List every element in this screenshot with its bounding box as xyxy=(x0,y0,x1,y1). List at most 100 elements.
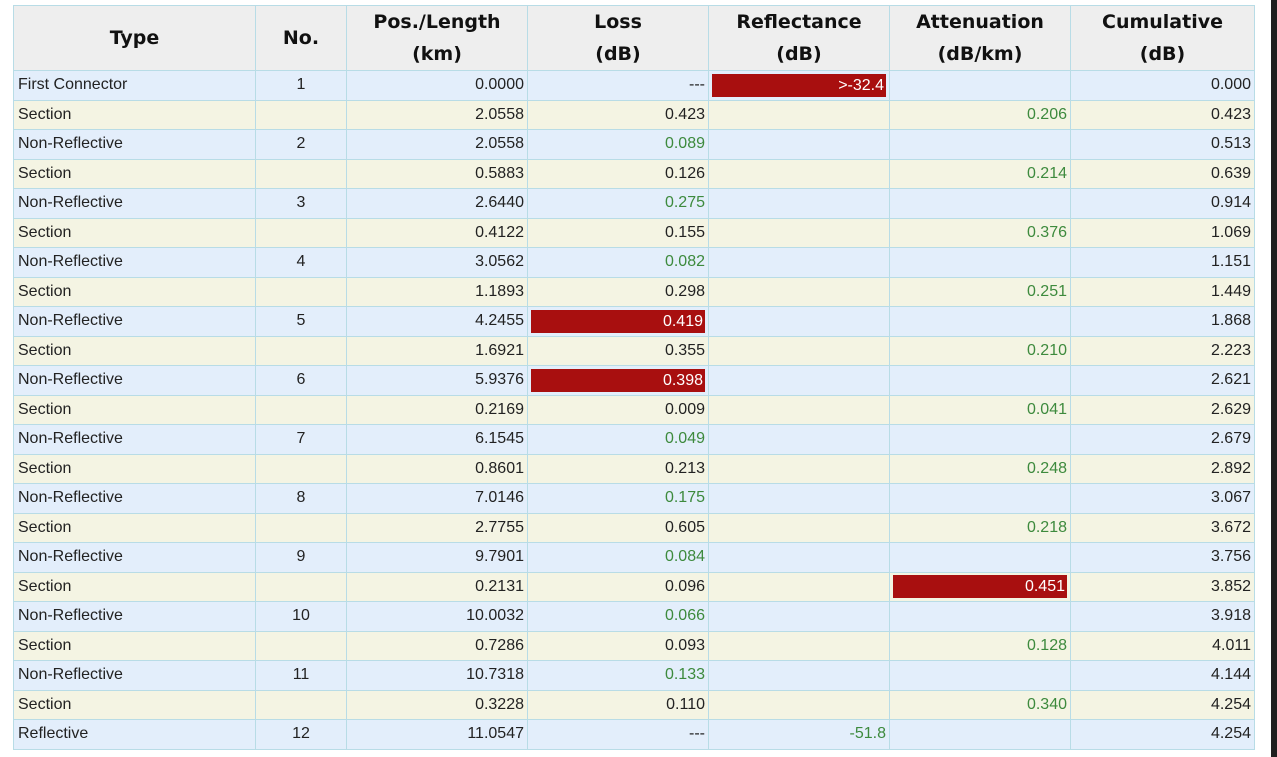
cell-cumulative: 2.223 xyxy=(1070,335,1255,366)
cell-cumulative: 4.254 xyxy=(1070,689,1255,720)
cell-reflectance xyxy=(708,394,890,425)
header-attenuation[interactable]: Attenuation (dB/km) xyxy=(889,5,1071,71)
cell-loss: 0.093 xyxy=(527,630,709,661)
table-row[interactable]: Non-Reflective 10 10.0032 0.066 3.918 xyxy=(13,601,1255,632)
cell-loss: 0.126 xyxy=(527,158,709,189)
cell-cumulative: 2.892 xyxy=(1070,453,1255,484)
header-type[interactable]: Type xyxy=(13,5,256,71)
cell-reflectance xyxy=(708,453,890,484)
cell-type: Section xyxy=(13,217,256,248)
cell-position: 0.4122 xyxy=(346,217,528,248)
cell-type: Non-Reflective xyxy=(13,365,256,396)
table-row[interactable]: Non-Reflective 2 2.0558 0.089 0.513 xyxy=(13,129,1255,160)
cell-reflectance xyxy=(708,483,890,514)
cell-attenuation xyxy=(889,247,1071,278)
cell-reflectance xyxy=(708,660,890,691)
table-row[interactable]: Non-Reflective 9 9.7901 0.084 3.756 xyxy=(13,542,1255,573)
cell-attenuation: 0.376 xyxy=(889,217,1071,248)
cell-position: 0.3228 xyxy=(346,689,528,720)
cell-attenuation: 0.248 xyxy=(889,453,1071,484)
table-row[interactable]: Section 1.6921 0.355 0.210 2.223 xyxy=(13,335,1255,366)
table-body: First Connector 1 0.0000 --- >-32.4 0.000 Sect… xyxy=(13,70,1255,750)
cell-position: 2.0558 xyxy=(346,99,528,130)
cell-loss: 0.419 xyxy=(527,306,709,337)
cell-position: 0.2131 xyxy=(346,571,528,602)
cell-loss: 0.398 xyxy=(527,365,709,396)
table-row[interactable]: Section 0.2131 0.096 0.451 3.852 xyxy=(13,571,1255,602)
cell-type: Non-Reflective xyxy=(13,660,256,691)
cell-number xyxy=(255,158,347,189)
cell-type: Non-Reflective xyxy=(13,601,256,632)
header-position-length[interactable]: Pos./Length (km) xyxy=(346,5,528,71)
cell-attenuation xyxy=(889,365,1071,396)
cell-cumulative: 3.672 xyxy=(1070,512,1255,543)
table-row[interactable]: Non-Reflective 3 2.6440 0.275 0.914 xyxy=(13,188,1255,219)
header-loss[interactable]: Loss (dB) xyxy=(527,5,709,71)
cell-type: Section xyxy=(13,158,256,189)
cell-number: 4 xyxy=(255,247,347,278)
header-reflectance[interactable]: Reflectance (dB) xyxy=(708,5,890,71)
cell-cumulative: 0.513 xyxy=(1070,129,1255,160)
cell-cumulative: 0.914 xyxy=(1070,188,1255,219)
table-row[interactable]: Non-Reflective 4 3.0562 0.082 1.151 xyxy=(13,247,1255,278)
cell-reflectance xyxy=(708,424,890,455)
cell-type: Section xyxy=(13,571,256,602)
cell-reflectance xyxy=(708,512,890,543)
table-row[interactable]: Non-Reflective 7 6.1545 0.049 2.679 xyxy=(13,424,1255,455)
cell-cumulative: 3.852 xyxy=(1070,571,1255,602)
cell-attenuation xyxy=(889,601,1071,632)
cell-attenuation: 0.451 xyxy=(889,571,1071,602)
table-row[interactable]: Non-Reflective 6 5.9376 0.398 2.621 xyxy=(13,365,1255,396)
table-row[interactable]: Reflective 12 11.0547 --- -51.8 4.254 xyxy=(13,719,1255,750)
cell-loss: --- xyxy=(527,719,709,750)
header-number[interactable]: No. xyxy=(255,5,347,71)
table-row[interactable]: Section 0.3228 0.110 0.340 4.254 xyxy=(13,689,1255,720)
cell-attenuation xyxy=(889,660,1071,691)
table-row[interactable]: Non-Reflective 11 10.7318 0.133 4.144 xyxy=(13,660,1255,691)
cell-attenuation xyxy=(889,306,1071,337)
table-row[interactable]: Non-Reflective 8 7.0146 0.175 3.067 xyxy=(13,483,1255,514)
cell-cumulative: 2.629 xyxy=(1070,394,1255,425)
cell-loss: 0.175 xyxy=(527,483,709,514)
cell-reflectance xyxy=(708,217,890,248)
cell-position: 6.1545 xyxy=(346,424,528,455)
table-row[interactable]: Non-Reflective 5 4.2455 0.419 1.868 xyxy=(13,306,1255,337)
cell-type: Reflective xyxy=(13,719,256,750)
cell-number: 8 xyxy=(255,483,347,514)
cell-loss: 0.298 xyxy=(527,276,709,307)
cell-attenuation: 0.218 xyxy=(889,512,1071,543)
window-edge xyxy=(1271,0,1277,757)
cell-type: Non-Reflective xyxy=(13,424,256,455)
cell-cumulative: 0.639 xyxy=(1070,158,1255,189)
cell-cumulative: 1.868 xyxy=(1070,306,1255,337)
cell-position: 2.7755 xyxy=(346,512,528,543)
cell-number xyxy=(255,512,347,543)
cell-attenuation: 0.210 xyxy=(889,335,1071,366)
cell-cumulative: 4.254 xyxy=(1070,719,1255,750)
cell-loss: 0.066 xyxy=(527,601,709,632)
cell-type: Non-Reflective xyxy=(13,129,256,160)
cell-loss: 0.213 xyxy=(527,453,709,484)
table-row[interactable]: Section 1.1893 0.298 0.251 1.449 xyxy=(13,276,1255,307)
cell-reflectance xyxy=(708,247,890,278)
cell-number xyxy=(255,99,347,130)
cell-loss: 0.009 xyxy=(527,394,709,425)
header-cumulative[interactable]: Cumulative (dB) xyxy=(1070,5,1255,71)
table-row[interactable]: Section 2.0558 0.423 0.206 0.423 xyxy=(13,99,1255,130)
cell-position: 5.9376 xyxy=(346,365,528,396)
table-row[interactable]: Section 0.7286 0.093 0.128 4.011 xyxy=(13,630,1255,661)
cell-reflectance xyxy=(708,276,890,307)
cell-type: Non-Reflective xyxy=(13,188,256,219)
cell-attenuation xyxy=(889,542,1071,573)
cell-number: 12 xyxy=(255,719,347,750)
cell-loss: 0.155 xyxy=(527,217,709,248)
table-row[interactable]: First Connector 1 0.0000 --- >-32.4 0.000 xyxy=(13,70,1255,101)
cell-type: Non-Reflective xyxy=(13,247,256,278)
cell-loss: 0.355 xyxy=(527,335,709,366)
cell-type: Non-Reflective xyxy=(13,542,256,573)
table-row[interactable]: Section 0.8601 0.213 0.248 2.892 xyxy=(13,453,1255,484)
table-row[interactable]: Section 0.5883 0.126 0.214 0.639 xyxy=(13,158,1255,189)
table-row[interactable]: Section 2.7755 0.605 0.218 3.672 xyxy=(13,512,1255,543)
table-row[interactable]: Section 0.4122 0.155 0.376 1.069 xyxy=(13,217,1255,248)
table-row[interactable]: Section 0.2169 0.009 0.041 2.629 xyxy=(13,394,1255,425)
